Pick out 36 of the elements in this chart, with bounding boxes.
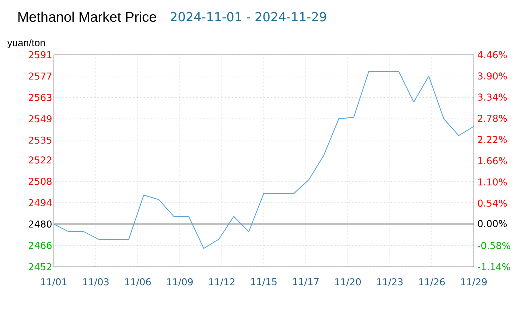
y-tick-label: 2535 — [29, 136, 52, 144]
y2-tick-label: 0.54% — [478, 200, 508, 207]
x-tick-label: 11/09 — [167, 278, 193, 286]
y-tick-label: 2452 — [29, 263, 52, 271]
y-tick-label: 2508 — [29, 178, 52, 186]
y-axis-title: yuan/ton — [8, 39, 46, 48]
y-tick-label: 2591 — [29, 51, 52, 59]
x-tick-label: 11/12 — [209, 278, 235, 286]
y-tick-label: 2563 — [29, 94, 52, 102]
y-tick-label: 2466 — [29, 242, 52, 250]
chart-subtitle: 2024-11-01 - 2024-11-29 — [171, 12, 326, 22]
y2-tick-label: 2.22% — [478, 136, 508, 144]
y2-tick-label: 3.34% — [478, 94, 508, 101]
x-tick-label: 11/03 — [83, 278, 109, 286]
y-tick-label: 2494 — [29, 199, 52, 207]
y-tick-label: 2577 — [29, 72, 52, 80]
y-tick-label: 2522 — [29, 156, 52, 164]
y2-tick-label: 2.78% — [478, 115, 508, 122]
x-tick-label: 11/01 — [41, 278, 67, 286]
x-tick-label: 11/20 — [335, 278, 362, 286]
y2-tick-label: 4.46% — [478, 51, 508, 59]
y2-tick-label: 3.90% — [478, 72, 508, 80]
y2-tick-label: 1.66% — [478, 157, 508, 165]
y2-tick-label: 0.00% — [478, 220, 508, 228]
x-tick-label: 11/23 — [377, 278, 403, 286]
y-tick-label: 2480 — [29, 220, 52, 228]
y2-tick-label: -0.58% — [478, 242, 510, 250]
y2-tick-label: -1.14% — [478, 263, 510, 271]
x-tick-label: 11/17 — [293, 278, 319, 286]
x-tick-label: 11/29 — [461, 278, 487, 286]
chart-title: Methanol Market Price — [18, 12, 156, 22]
x-tick-label: 11/15 — [251, 278, 277, 286]
x-tick-label: 11/06 — [125, 278, 152, 286]
x-tick-label: 11/26 — [419, 278, 446, 286]
y2-tick-label: 1.10% — [478, 178, 508, 186]
y-tick-label: 2549 — [29, 115, 52, 123]
